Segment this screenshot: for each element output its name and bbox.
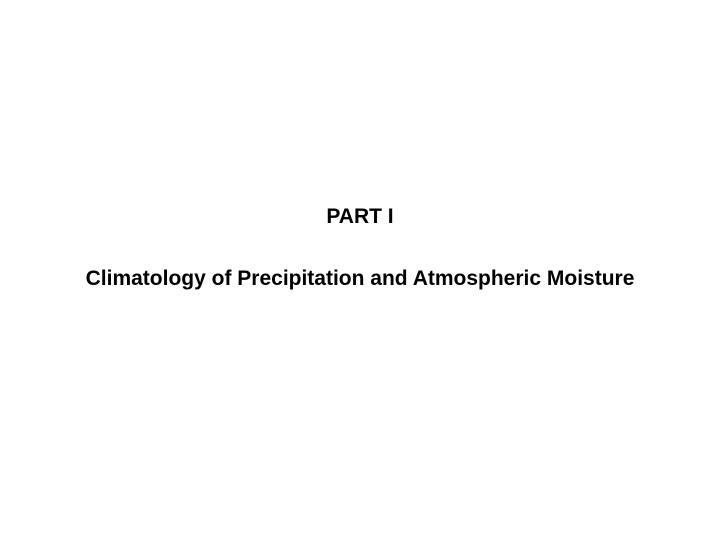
document-content: PART I Climatology of Precipitation and … [0, 205, 720, 291]
document-title: Climatology of Precipitation and Atmosph… [0, 267, 720, 291]
part-label: PART I [0, 205, 720, 229]
